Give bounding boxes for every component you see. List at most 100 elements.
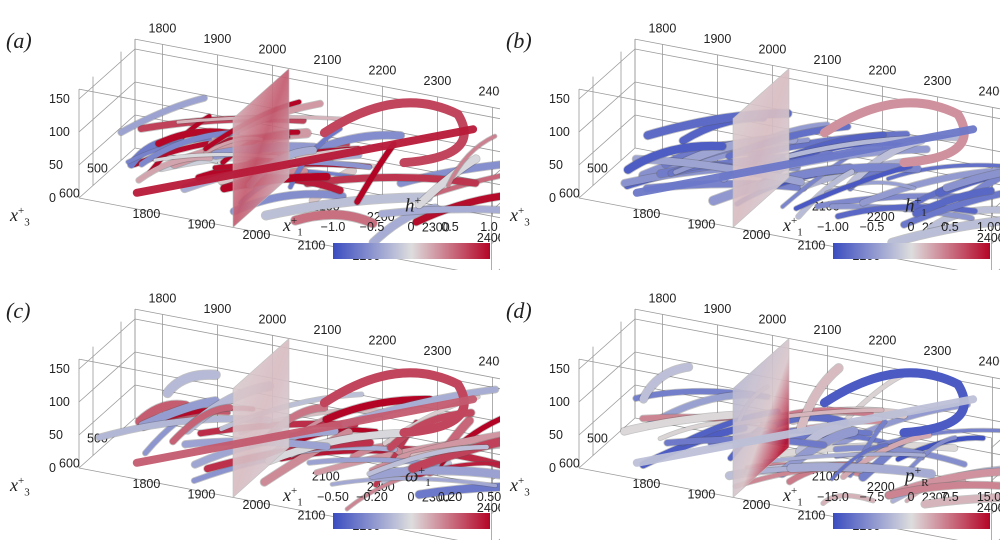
colorbar xyxy=(833,243,990,259)
x1-top-tick-label: 2000 xyxy=(259,312,287,326)
x1-top-tick-label: 2300 xyxy=(924,344,952,358)
x1-top-tick-label: 2300 xyxy=(424,74,452,88)
x1-bottom-tick-label: 1800 xyxy=(633,477,661,491)
x1-top-tick-label: 2100 xyxy=(814,323,842,337)
colorbar-title: h+1 xyxy=(905,193,927,219)
x2-left-tick-label: 150 xyxy=(49,362,70,376)
x2-left-tick-label: 0 xyxy=(549,191,556,205)
x3-left-tick-label: 500 xyxy=(587,432,608,446)
x1-top-tick-label: 1900 xyxy=(704,32,732,46)
x1-top-tick-label: 1800 xyxy=(649,291,677,305)
x1-top-tick-label: 2000 xyxy=(259,42,287,56)
colorbar-tick: 0.5 xyxy=(441,220,458,234)
colorbar-title: ω+1 xyxy=(405,463,431,489)
x1-top-tick-label: 2300 xyxy=(924,74,952,88)
x1-bottom-tick-label: 2000 xyxy=(743,498,771,512)
panel-a: (a) 180019002000210022002300240025001800… xyxy=(0,0,500,270)
x1-bottom-tick-label: 2000 xyxy=(243,228,271,242)
x3-left-tick-label: 600 xyxy=(59,187,80,201)
colorbar-tick: −15.0 xyxy=(817,490,849,504)
x1-top-tick-label: 2000 xyxy=(759,312,787,326)
x2-left-tick-label: 150 xyxy=(549,92,570,106)
x2-left-tick-label: 0 xyxy=(549,461,556,475)
colorbar-tick: −1.0 xyxy=(321,220,346,234)
colorbar-tick: −0.50 xyxy=(317,490,349,504)
x3-left-tick-label: 500 xyxy=(587,162,608,176)
colorbar xyxy=(333,243,490,259)
x1-top-tick-label: 2200 xyxy=(369,333,397,347)
colorbar-tick: 7.5 xyxy=(941,490,958,504)
x2-left-tick-label: 100 xyxy=(49,395,70,409)
x1-top-tick-label: 2200 xyxy=(369,63,397,77)
x2-left-tick-label: 100 xyxy=(49,125,70,139)
x1-bottom-tick-label: 2000 xyxy=(243,498,271,512)
x1-bottom-tick-label: 1900 xyxy=(188,217,216,231)
x2-left-tick-label: 100 xyxy=(549,125,570,139)
x1-top-tick-label: 2200 xyxy=(869,63,897,77)
x1-bottom-tick-label: 2100 xyxy=(298,508,326,522)
x2-left-tick-label: 50 xyxy=(49,428,63,442)
x3-left-tick-label: 500 xyxy=(87,162,108,176)
x2-left-tick-label: 50 xyxy=(549,158,563,172)
x1-top-tick-label: 1800 xyxy=(649,21,677,35)
x1-axis-label: x+1 xyxy=(783,215,803,239)
colorbar-ticks: −1.0 −0.5 0 0.5 1.0 xyxy=(318,220,508,238)
x1-bottom-tick-label: 1800 xyxy=(133,207,161,221)
colorbar-tick: −0.5 xyxy=(860,220,885,234)
colorbar-tick: 1.00 xyxy=(977,220,1000,234)
vortex-tubes xyxy=(624,367,1000,504)
x1-top-tick-label: 2100 xyxy=(314,53,342,67)
x1-bottom-tick-label: 1900 xyxy=(688,217,716,231)
colorbar-tick: 0 xyxy=(408,490,415,504)
x1-axis-label: x+1 xyxy=(283,215,303,239)
x3-axis-label: x+3 xyxy=(10,205,30,229)
x1-top-tick-label: 1900 xyxy=(204,302,232,316)
x2-left-tick-label: 100 xyxy=(549,395,570,409)
x1-bottom-tick-label: 1900 xyxy=(688,487,716,501)
x1-top-tick-label: 1900 xyxy=(704,302,732,316)
panel-b: (b) 180019002000210022002300240025001800… xyxy=(500,0,1000,270)
x1-bottom-tick-label: 2000 xyxy=(743,228,771,242)
x1-bottom-tick-label: 1800 xyxy=(133,477,161,491)
x2-left-tick-label: 150 xyxy=(49,92,70,106)
colorbar-tick: 0.20 xyxy=(438,490,462,504)
x1-bottom-tick-label: 1900 xyxy=(188,487,216,501)
x3-axis-label: x+3 xyxy=(510,205,530,229)
panel-c: (c) 180019002000210022002300240025001800… xyxy=(0,270,500,540)
x2-left-tick-label: 150 xyxy=(549,362,570,376)
colorbar-tick: 0 xyxy=(908,490,915,504)
x1-top-tick-label: 2100 xyxy=(314,323,342,337)
x1-axis-label: x+1 xyxy=(283,485,303,509)
colorbar-title: p+R xyxy=(905,463,929,489)
x2-left-tick-label: 50 xyxy=(549,428,563,442)
x1-top-tick-label: 2100 xyxy=(814,53,842,67)
x2-left-tick-label: 50 xyxy=(49,158,63,172)
x1-bottom-tick-label: 2100 xyxy=(798,238,826,252)
x1-top-tick-label: 1800 xyxy=(149,291,177,305)
colorbar-tick: −1.00 xyxy=(817,220,849,234)
x1-top-tick-label: 1800 xyxy=(149,21,177,35)
colorbar-tick: 1.0 xyxy=(480,220,497,234)
panel-d: (d) 180019002000210022002300240025001800… xyxy=(500,270,1000,540)
colorbar-tick: 0 xyxy=(408,220,415,234)
x1-top-tick-label: 1900 xyxy=(204,32,232,46)
x2-left-tick-label: 0 xyxy=(49,191,56,205)
colorbar-tick: −7.5 xyxy=(860,490,885,504)
colorbar xyxy=(833,513,990,529)
colorbar-tick: 0 xyxy=(908,220,915,234)
x2-left-tick-label: 0 xyxy=(49,461,56,475)
x1-top-tick-label: 2200 xyxy=(869,333,897,347)
x3-left-tick-label: 600 xyxy=(559,187,580,201)
colorbar-tick: −0.5 xyxy=(360,220,385,234)
slice-plane xyxy=(733,69,789,228)
x1-bottom-tick-label: 1800 xyxy=(633,207,661,221)
colorbar-tick: 15.0 xyxy=(977,490,1000,504)
x1-axis-label: x+1 xyxy=(783,485,803,509)
x3-axis-label: x+3 xyxy=(10,475,30,499)
colorbar-ticks: −15.0 −7.5 0 7.5 15.0 xyxy=(818,490,1000,508)
colorbar-title: h+ xyxy=(405,193,421,219)
